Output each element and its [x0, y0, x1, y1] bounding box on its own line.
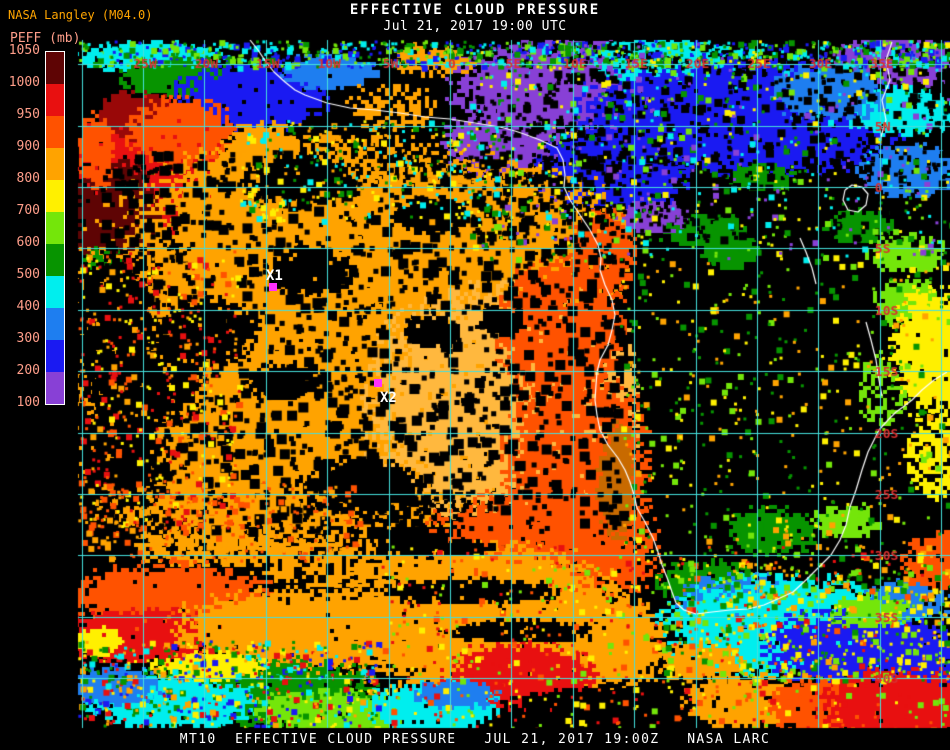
colorbar-tick-label: 700 — [16, 203, 40, 218]
colorbar-tick-label: 400 — [16, 299, 40, 314]
colorbar-tick-label: 800 — [16, 171, 40, 186]
colorbar-segment — [46, 116, 64, 148]
colorbar-segment — [46, 308, 64, 340]
colorbar-tick-label: 500 — [16, 267, 40, 282]
marker-label: X2 — [380, 390, 397, 406]
marker-label: X1 — [266, 268, 283, 284]
colorbar-segment — [46, 340, 64, 372]
colorbar-tick-label: 1050 — [8, 43, 40, 58]
marker-dot — [374, 379, 382, 387]
status-bar: MT10 EFFECTIVE CLOUD PRESSURE JUL 21, 20… — [0, 729, 950, 750]
colorbar-tick-label: 300 — [16, 331, 40, 346]
colorbar-tick-label: 200 — [16, 363, 40, 378]
colorbar-segment — [46, 372, 64, 404]
colorbar-tick-label: 600 — [16, 235, 40, 250]
colorbar-segment — [46, 84, 64, 116]
nasa-langley-credit: NASA Langley (M04.0) — [8, 8, 153, 22]
colorbar-segment — [46, 180, 64, 212]
colorbar-segment — [46, 276, 64, 308]
marker-dot — [269, 283, 277, 291]
colorbar-segment — [46, 52, 64, 84]
colorbar-tick-label: 1000 — [8, 75, 40, 90]
page-title: EFFECTIVE CLOUD PRESSURE — [349, 2, 601, 18]
colorbar-segment — [46, 212, 64, 244]
colorbar-segment — [46, 244, 64, 276]
colorbar-title: PEFF (mb) — [10, 31, 81, 46]
status-bar-text: MT10 EFFECTIVE CLOUD PRESSURE JUL 21, 20… — [179, 732, 771, 747]
timestamp-subtitle: Jul 21, 2017 19:00 UTC — [383, 19, 567, 34]
colorbar-frame — [45, 51, 65, 405]
colorbar-tick-label: 900 — [16, 139, 40, 154]
colorbar-segment — [46, 148, 64, 180]
colorbar-tick-label: 100 — [16, 395, 40, 410]
colorbar-tick-label: 950 — [16, 107, 40, 122]
